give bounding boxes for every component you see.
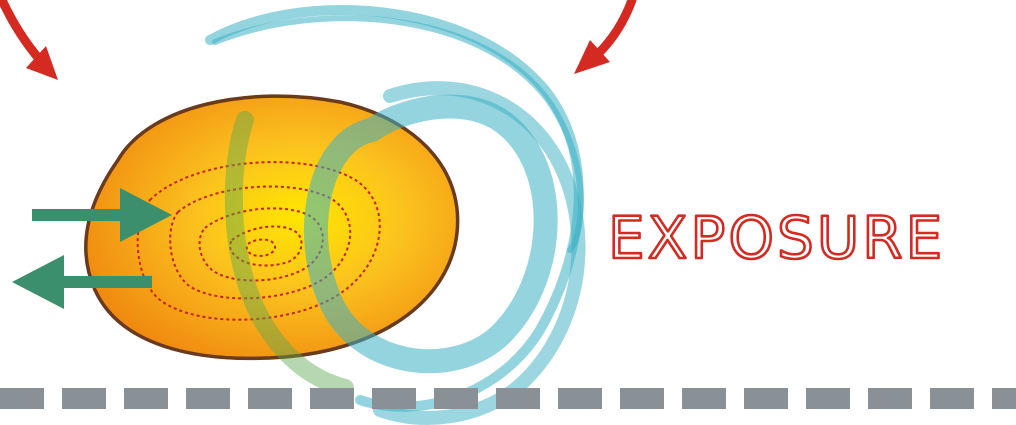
dash-segment xyxy=(0,388,44,409)
dash-segment xyxy=(124,388,168,409)
arrow-right-icon xyxy=(32,188,172,242)
dash-segment xyxy=(682,388,726,409)
dash-segment xyxy=(434,388,478,409)
dash-segment xyxy=(372,388,416,409)
curved-arrow-down-left-icon xyxy=(574,0,637,74)
dash-segment xyxy=(806,388,850,409)
dash-segment xyxy=(62,388,106,409)
dash-segment xyxy=(248,388,292,409)
dash-segment xyxy=(744,388,788,409)
curved-arrow-down-right-icon xyxy=(0,0,58,80)
arrow-left-icon xyxy=(12,255,152,309)
exposure-label: EXPOSURE xyxy=(608,204,945,272)
dash-segment xyxy=(620,388,664,409)
ground-dashed-line xyxy=(0,388,1016,409)
dash-segment xyxy=(868,388,912,409)
dash-segment xyxy=(930,388,974,409)
dash-segment xyxy=(496,388,540,409)
dash-segment xyxy=(310,388,354,409)
dash-segment xyxy=(186,388,230,409)
dash-segment xyxy=(558,388,602,409)
dash-segment xyxy=(992,388,1016,409)
swirl-ribbon-front xyxy=(212,15,586,425)
